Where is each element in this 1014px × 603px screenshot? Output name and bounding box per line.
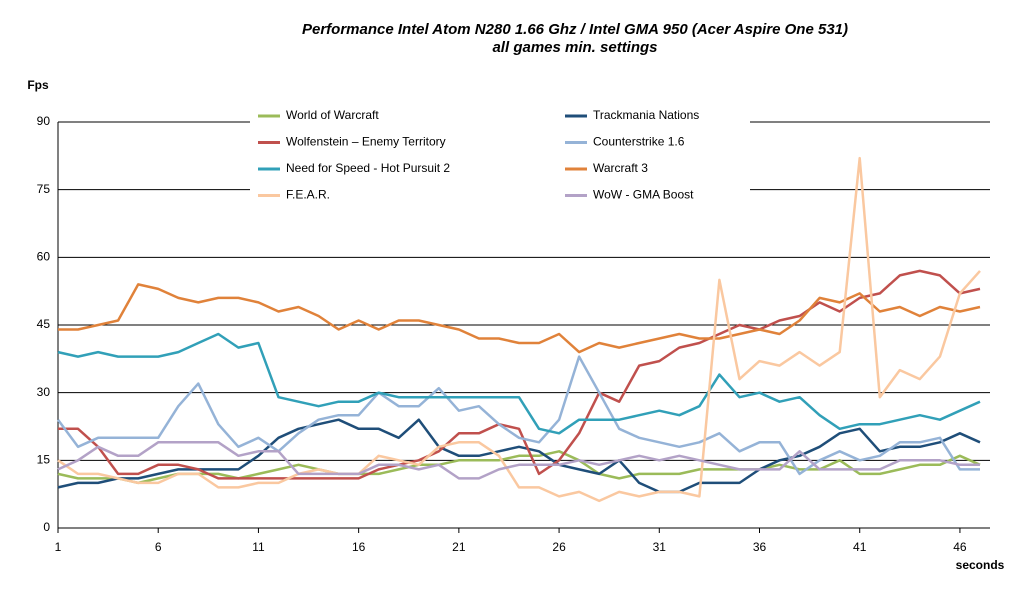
x-tick-label: 6: [155, 540, 162, 554]
y-axis-label: Fps: [27, 78, 49, 92]
series-line: [58, 269, 981, 480]
legend-label: World of Warcraft: [286, 108, 379, 122]
x-tick-label: 11: [252, 540, 265, 554]
x-tick-label: 36: [753, 540, 767, 554]
series-line: [57, 418, 981, 494]
series-line: [58, 283, 981, 354]
legend-label: WoW - GMA Boost: [593, 188, 694, 202]
x-tick-label: 1: [55, 540, 62, 554]
y-tick-label: 60: [37, 250, 51, 264]
x-tick-label: 41: [853, 540, 867, 554]
series-line: [57, 450, 981, 485]
y-tick-label: 90: [37, 114, 51, 128]
y-tick-label: 45: [37, 317, 51, 331]
y-tick-label: 30: [37, 385, 51, 399]
x-axis-label: seconds: [956, 558, 1005, 572]
x-tick-label: 16: [352, 540, 366, 554]
x-tick-label: 46: [953, 540, 967, 554]
legend-label: Wolfenstein – Enemy Territory: [286, 135, 446, 149]
x-tick-label: 21: [452, 540, 466, 554]
y-tick-label: 15: [37, 453, 51, 467]
series-line: [56, 355, 980, 476]
x-tick-label: 31: [653, 540, 667, 554]
x-tick-label: 26: [552, 540, 566, 554]
legend-box: [250, 102, 750, 212]
legend-label: Warcraft 3: [593, 161, 648, 175]
legend-label: Counterstrike 1.6: [593, 135, 685, 149]
chart-title: Performance Intel Atom N280 1.66 Ghz / I…: [302, 21, 848, 38]
series-line: [57, 156, 981, 503]
legend-label: Trackmania Nations: [593, 108, 699, 122]
y-tick-label: 75: [37, 182, 51, 196]
legend-label: Need for Speed - Hot Pursuit 2: [286, 161, 450, 175]
series-line: [57, 332, 981, 435]
y-tick-label: 0: [43, 520, 50, 534]
legend-label: F.E.A.R.: [286, 188, 330, 202]
series-line: [57, 441, 980, 480]
chart-subtitle: all games min. settings: [492, 39, 657, 56]
